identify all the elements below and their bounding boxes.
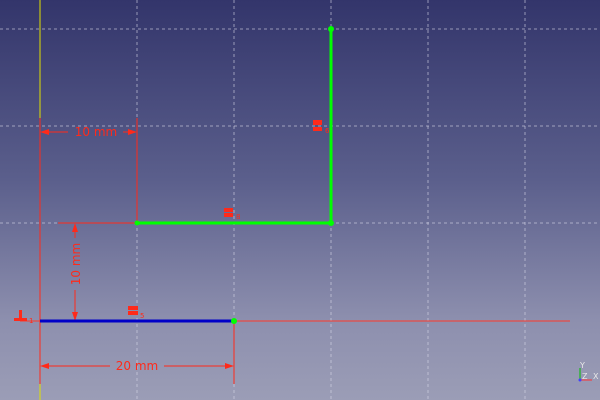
constraint-glyph — [313, 120, 322, 125]
axis-cross-z-label: Z — [582, 372, 588, 381]
horizontal-constraint-icon[interactable]: 8 — [224, 208, 240, 221]
constraint-glyph — [224, 213, 233, 217]
constraint-index: 6 — [325, 127, 330, 135]
constraint-glyph — [128, 306, 138, 310]
dimension-arrowhead — [40, 363, 49, 369]
constraint-index: 5 — [140, 312, 144, 320]
dimension-arrowhead — [128, 129, 137, 135]
axis-cross-z-dot — [578, 378, 582, 382]
sketch-vertex[interactable] — [134, 220, 140, 226]
constraint-glyph — [224, 208, 233, 212]
dimension-horizontal-bottom[interactable]: 20 mm — [39, 321, 235, 384]
constraint-glyph — [313, 127, 322, 131]
dimension-vertical-left[interactable]: 10 mm — [58, 222, 137, 321]
origin-constraint-icon[interactable]: 1 — [14, 310, 33, 325]
axis-cross-y-label: Y — [579, 361, 585, 370]
dimension-horizontal-top[interactable]: 10 mm — [39, 118, 138, 321]
sketch-vertex[interactable] — [328, 26, 334, 32]
dimension-arrowhead — [72, 223, 78, 232]
constraint-glyph — [19, 310, 22, 321]
dimension-arrowhead — [40, 129, 49, 135]
dimension-label[interactable]: 10 mm — [69, 243, 83, 285]
vertical-constraint-icon[interactable]: 6 — [313, 120, 330, 135]
sketch-vertex[interactable] — [231, 318, 237, 324]
constraint-glyph — [128, 311, 138, 315]
dimension-label[interactable]: 10 mm — [75, 125, 117, 139]
dimension-arrowhead — [225, 363, 234, 369]
constraint-index: 1 — [29, 317, 33, 325]
constraint-index: 8 — [236, 213, 240, 221]
blue-line-constraint-icon[interactable]: 5 — [128, 306, 144, 320]
axis-cross-x-label: X — [593, 372, 599, 381]
dimension-label[interactable]: 20 mm — [116, 359, 158, 373]
dimension-arrowhead — [72, 312, 78, 321]
sketch-vertex[interactable] — [328, 220, 334, 226]
axis-cross: Y Z X — [578, 361, 599, 382]
